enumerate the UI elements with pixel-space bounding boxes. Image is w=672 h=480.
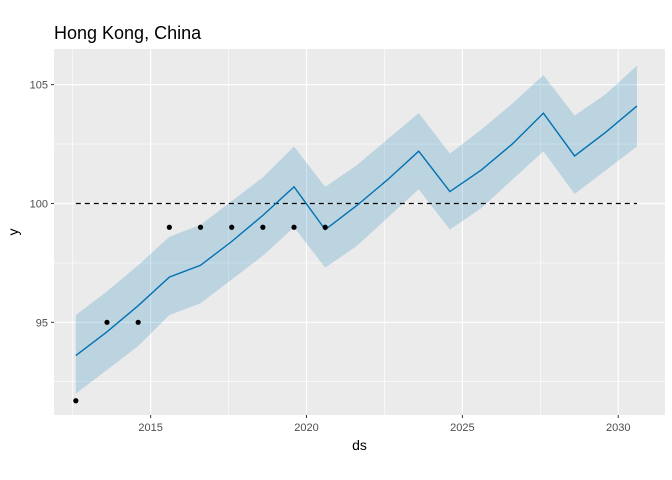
y-tick-label: 105 — [30, 80, 48, 92]
forecast-line-layer — [75, 105, 638, 357]
y-tick-label: 95 — [36, 317, 48, 329]
observed-points-layer — [73, 224, 328, 404]
observed-point — [322, 224, 328, 230]
forecast-line — [75, 105, 638, 357]
x-tick-label: 2020 — [294, 422, 318, 434]
x-tick-label: 2030 — [606, 422, 630, 434]
observed-point — [104, 319, 110, 325]
minor-gridlines — [54, 49, 665, 415]
observed-point — [229, 224, 235, 230]
uncertainty-band-layer — [75, 65, 637, 394]
y-axis-ticks: 95 100 105 — [30, 80, 54, 329]
observed-point — [197, 224, 204, 230]
chart-title: Hong Kong, China — [54, 23, 202, 43]
y-tick-label: 100 — [30, 198, 48, 210]
observed-point — [135, 319, 141, 325]
x-tick-label: 2015 — [138, 422, 162, 434]
plot-panel — [54, 49, 665, 415]
observed-point — [73, 398, 79, 404]
x-tick-label: 2025 — [450, 422, 474, 434]
observed-point — [260, 224, 266, 230]
major-gridlines — [54, 49, 665, 415]
x-axis-ticks: 2015 2020 2025 2030 — [138, 415, 630, 434]
observed-point — [291, 224, 297, 230]
y-axis-title: y — [5, 229, 21, 236]
observed-point — [166, 224, 172, 230]
uncertainty-band — [75, 65, 637, 394]
x-axis-title: ds — [352, 437, 367, 453]
